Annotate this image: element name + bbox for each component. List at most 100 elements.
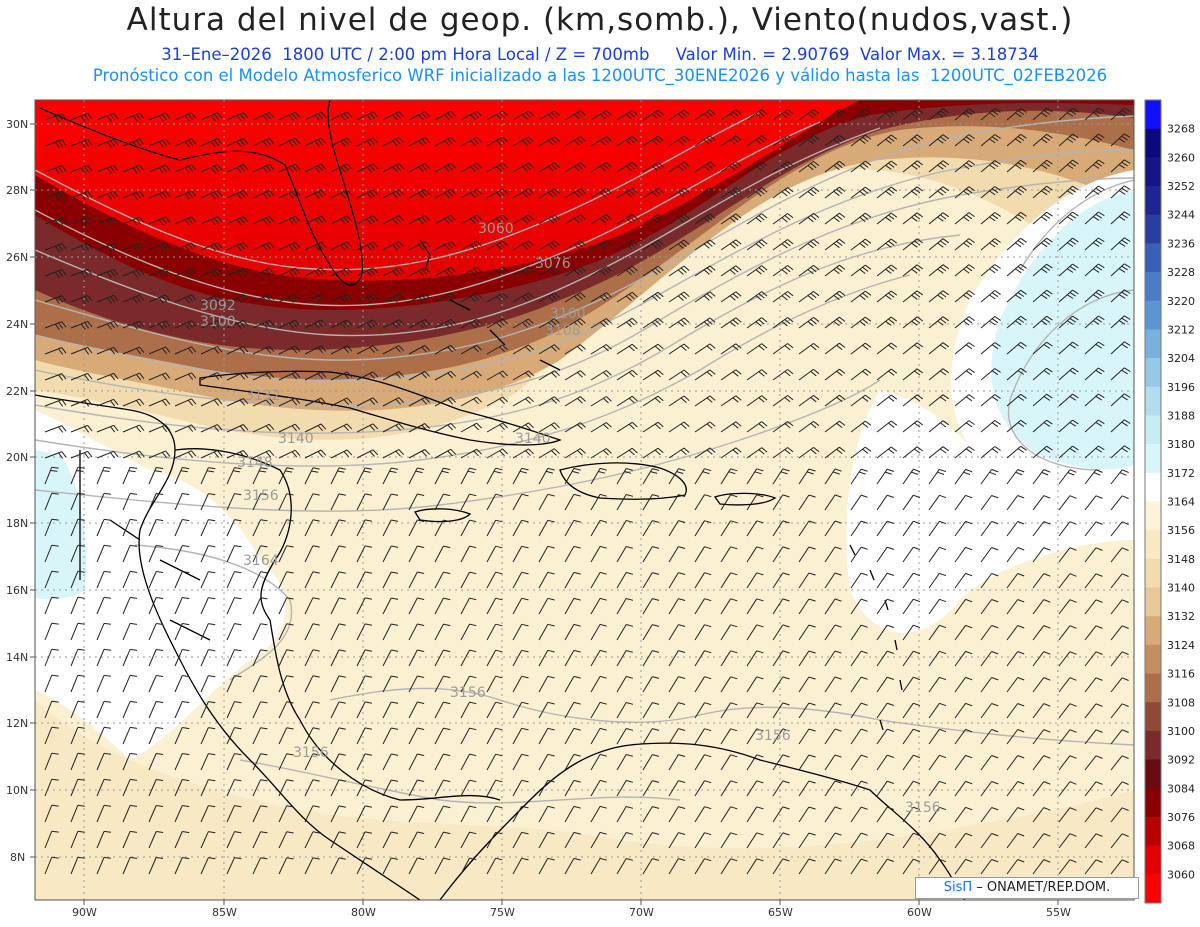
wind-barb-feather — [364, 675, 373, 678]
wind-barb-feather — [834, 676, 842, 680]
sispi-logo: SisΠ — [943, 880, 973, 895]
wind-barb-feather — [208, 805, 216, 808]
wind-barb-feather — [991, 188, 999, 194]
wind-barb — [512, 572, 523, 589]
wind-barb-feather — [103, 518, 111, 521]
wind-barb-feather — [599, 701, 607, 705]
wind-barb-feather — [502, 214, 508, 221]
wind-barb — [694, 109, 711, 121]
wind-barb-feather — [839, 212, 846, 218]
wind-barb-feather — [782, 546, 790, 550]
wind-barb-feather — [286, 727, 294, 730]
wind-barb — [408, 571, 418, 589]
wind-barb-feather — [314, 192, 320, 199]
wind-barb-feather — [499, 216, 505, 223]
wind-barb-feather — [657, 109, 664, 116]
wind-barb — [434, 162, 452, 173]
wind-barb-feather — [551, 372, 557, 378]
wind-barb-feather — [605, 422, 612, 428]
wind-barb-feather — [1017, 292, 1025, 297]
wind-barb-feather — [654, 241, 661, 248]
wind-barb-feather — [444, 192, 450, 199]
wind-barb — [382, 545, 392, 563]
wind-barb — [954, 547, 966, 563]
wind-barb-feather — [398, 189, 405, 196]
wind-barb-feather — [182, 857, 190, 860]
wind-barb — [460, 292, 477, 303]
wind-barb — [200, 753, 209, 771]
wind-barb-feather — [548, 295, 554, 302]
wind-barb — [928, 703, 940, 719]
wind-barb-feather — [77, 570, 85, 573]
wind-barb-feather — [424, 111, 431, 117]
wind-barb-feather — [130, 674, 138, 677]
wind-barb — [1032, 859, 1045, 875]
wind-barb-feather — [77, 648, 85, 651]
wind-barb-feather — [1095, 161, 1102, 167]
wind-barb — [1110, 859, 1123, 875]
wind-barb-feather — [678, 546, 686, 549]
wind-barb-feather — [288, 166, 294, 173]
wind-barb-feather — [654, 449, 661, 456]
wind-barb-feather — [1092, 268, 1100, 273]
wind-barb-feather — [496, 140, 502, 146]
wind-barb — [408, 675, 418, 693]
wind-barb-feather — [191, 216, 197, 223]
wind-barb — [96, 493, 105, 511]
wind-barb-feather — [680, 163, 687, 169]
wind-barb-feather — [340, 218, 346, 225]
wind-barb-feather — [937, 268, 944, 274]
wind-barb — [44, 493, 53, 511]
wind-barb — [512, 676, 523, 693]
wind-barb-feather — [346, 189, 353, 196]
wind-barb-feather — [808, 806, 816, 810]
wind-barb-feather — [628, 163, 635, 170]
wind-barb-feather — [683, 369, 690, 375]
wind-barb-feather — [652, 624, 660, 627]
wind-barb — [330, 675, 340, 693]
wind-barb-feather — [782, 858, 790, 862]
wind-barb-feather — [191, 138, 197, 145]
wind-barb — [538, 780, 549, 797]
wind-barb-feather — [398, 345, 405, 352]
wind-barb-feather — [139, 346, 145, 353]
wind-barb — [564, 598, 575, 615]
wind-barb-feather — [940, 422, 947, 428]
wind-barb — [668, 317, 685, 329]
wind-barb-feather — [968, 108, 975, 114]
wind-barb-feather — [340, 192, 346, 199]
wind-barb-feather — [657, 317, 664, 324]
wind-barb-feather — [1124, 341, 1131, 346]
wind-barb-feather — [1095, 521, 1103, 525]
wind-barb-feather — [87, 425, 93, 432]
wind-barb-feather — [443, 779, 451, 783]
wind-barb — [44, 805, 53, 823]
wind-barb — [616, 317, 633, 329]
wind-barb-feather — [834, 572, 842, 576]
wind-barb-feather — [605, 136, 612, 142]
wind-barb — [460, 448, 477, 459]
wind-barb — [590, 572, 601, 589]
wind-barb-feather — [450, 266, 457, 273]
wind-barb-feather — [288, 192, 294, 199]
wind-barb-feather — [294, 241, 301, 248]
wind-barb-feather — [1043, 162, 1051, 167]
wind-barb — [434, 344, 452, 355]
wind-barb — [226, 857, 235, 875]
wind-barb-feather — [599, 113, 606, 120]
wind-barb — [694, 395, 711, 407]
wind-barb-feather — [158, 245, 164, 252]
wind-barb — [70, 753, 79, 771]
wind-barb — [1006, 573, 1019, 589]
wind-barb-feather — [709, 317, 716, 323]
wind-barb-feather — [366, 218, 372, 225]
wind-barb-feather — [340, 166, 346, 173]
wind-barb-feather — [1015, 268, 1022, 274]
wind-barb — [538, 572, 549, 589]
wind-barb — [148, 268, 166, 277]
wind-barb-feather — [706, 189, 713, 195]
wind-barb-feather — [139, 424, 145, 431]
wind-barb-feather — [836, 136, 843, 142]
wind-barb-feather — [1043, 599, 1051, 603]
wind-barb-feather — [577, 346, 583, 352]
